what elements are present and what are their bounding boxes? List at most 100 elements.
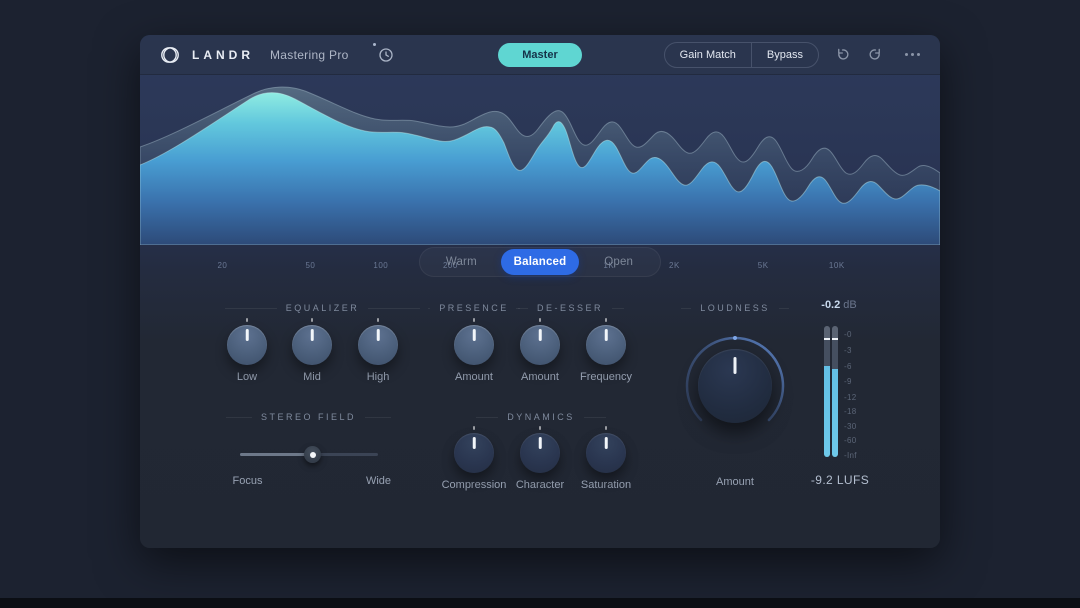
- knob-dial[interactable]: [227, 325, 267, 365]
- knob-ring-dot: [733, 336, 737, 340]
- knob-tick: [473, 318, 475, 322]
- freq-tick-label: 50: [305, 261, 316, 270]
- peak-hold-tick: [824, 338, 830, 340]
- segment-divider: [750, 42, 752, 67]
- loudness-knob-label: Amount: [716, 476, 754, 488]
- history-clock-icon: [378, 47, 393, 62]
- redo-button[interactable]: [866, 45, 885, 64]
- section-header-loudness: LOUDNESS: [681, 302, 790, 314]
- knob-tick: [539, 426, 541, 430]
- knob-dial[interactable]: [292, 325, 332, 365]
- slider-min-label: Focus: [232, 475, 263, 487]
- lufs-readout: -9.2 LUFS: [810, 473, 870, 487]
- knob-pointer: [472, 329, 476, 341]
- freq-tick-label: 1K: [603, 261, 615, 270]
- knob-tick: [311, 318, 313, 322]
- knob-label: High: [366, 371, 390, 383]
- loudness-knob-ring: [685, 336, 785, 422]
- knob-dial[interactable]: [358, 325, 398, 365]
- knob-eq-low[interactable]: Low: [202, 318, 292, 383]
- gain-match-button[interactable]: Gain Match: [665, 43, 751, 67]
- knob-pointer: [310, 329, 314, 341]
- meter-scale-label: -9: [844, 377, 852, 386]
- top-bar-actions: Gain Match Bypass: [663, 41, 922, 68]
- knob-pointer: [733, 357, 737, 374]
- knob-deesser-amount[interactable]: Amount: [495, 318, 585, 383]
- section-header-dynamics: DYNAMICS: [476, 411, 607, 423]
- undo-icon: [838, 48, 849, 60]
- knob-pointer: [538, 437, 542, 449]
- freq-tick-label: 5K: [757, 261, 769, 270]
- knob-saturation[interactable]: Saturation: [561, 426, 651, 491]
- meter-level: [832, 369, 838, 457]
- knob-pointer: [245, 329, 249, 341]
- meter-scale-label: -6: [844, 362, 852, 371]
- notification-dot: [372, 42, 376, 46]
- meter-scale-label: -12: [844, 393, 857, 402]
- meter-bar-left: [824, 326, 830, 457]
- brand-area: LANDR Mastering Pro: [158, 43, 349, 67]
- spectrum-display: 20 50 100 200 500 1K 2K 5K 10K: [140, 75, 940, 270]
- knob-tick: [605, 318, 607, 322]
- tab-warm[interactable]: Warm: [422, 249, 501, 275]
- tab-balanced[interactable]: Balanced: [500, 249, 580, 275]
- bottom-strip: [0, 598, 1080, 608]
- knob-dial[interactable]: [454, 433, 494, 473]
- loudness-amount-knob[interactable]: [683, 334, 787, 438]
- knob-label: Mid: [303, 371, 321, 383]
- plugin-window: LANDR Mastering Pro Master Gain Match By…: [140, 35, 940, 548]
- knob-dial[interactable]: [520, 433, 560, 473]
- knob-tick: [605, 426, 607, 430]
- knob-dial[interactable]: [586, 325, 626, 365]
- meter-scale-label: -60: [844, 436, 857, 445]
- peak-db-unit: dB: [843, 299, 857, 311]
- section-header-presence: PRESENCE: [428, 302, 521, 314]
- knob-label: Saturation: [580, 479, 632, 491]
- freq-tick-label: 10K: [828, 261, 845, 270]
- knob-label: Character: [515, 479, 565, 491]
- knob-dial[interactable]: [454, 325, 494, 365]
- knob-pointer: [604, 437, 608, 449]
- freq-tick-label: 100: [373, 261, 389, 270]
- meter-scale-label: -30: [844, 422, 857, 431]
- brand-name: LANDR: [192, 47, 254, 62]
- knob-dial[interactable]: [520, 325, 560, 365]
- style-tab-bar: Warm Balanced Open: [419, 247, 661, 277]
- knob-label: Frequency: [580, 371, 632, 383]
- knob-tick: [473, 426, 475, 430]
- tab-open[interactable]: Open: [579, 249, 658, 275]
- big-knob-dial[interactable]: [698, 349, 772, 423]
- knob-compression[interactable]: Compression: [429, 426, 519, 491]
- more-menu-icon: [905, 53, 908, 56]
- knob-tick: [539, 318, 541, 322]
- master-button[interactable]: Master: [498, 43, 582, 67]
- knob-label: Low: [236, 371, 258, 383]
- knob-dial[interactable]: [586, 433, 626, 473]
- knob-eq-high[interactable]: High: [333, 318, 423, 383]
- bypass-button[interactable]: Bypass: [752, 43, 818, 67]
- slider-handle-dot: [309, 451, 316, 458]
- knob-character[interactable]: Character: [495, 426, 585, 491]
- stereo-field-slider[interactable]: [240, 445, 378, 463]
- freq-tick-label: 200: [442, 261, 458, 270]
- more-menu-button[interactable]: [903, 51, 922, 58]
- landr-logo-icon: [161, 46, 179, 63]
- slider-max-label: Wide: [365, 475, 392, 487]
- spectrum-curves: [140, 86, 940, 245]
- knob-label: Amount: [455, 371, 493, 383]
- section-header-deesser: DE-ESSER: [516, 302, 625, 314]
- knob-presence-amount[interactable]: Amount: [429, 318, 519, 383]
- peak-hold-tick: [832, 338, 838, 340]
- slider-handle[interactable]: [304, 446, 321, 463]
- knob-deesser-frequency[interactable]: Frequency: [561, 318, 651, 383]
- undo-button[interactable]: [833, 45, 852, 64]
- meter-scale-label: -0: [844, 330, 852, 339]
- history-button[interactable]: [372, 42, 397, 66]
- knob-pointer: [376, 329, 380, 341]
- spectrum-front-area: [140, 92, 940, 245]
- knob-eq-mid[interactable]: Mid: [267, 318, 357, 383]
- knob-label: Amount: [521, 371, 559, 383]
- knob-pointer: [538, 329, 542, 341]
- loudness-meter: -0 -3 -6 -9 -12 -18 -30 -60 -Inf: [820, 323, 878, 463]
